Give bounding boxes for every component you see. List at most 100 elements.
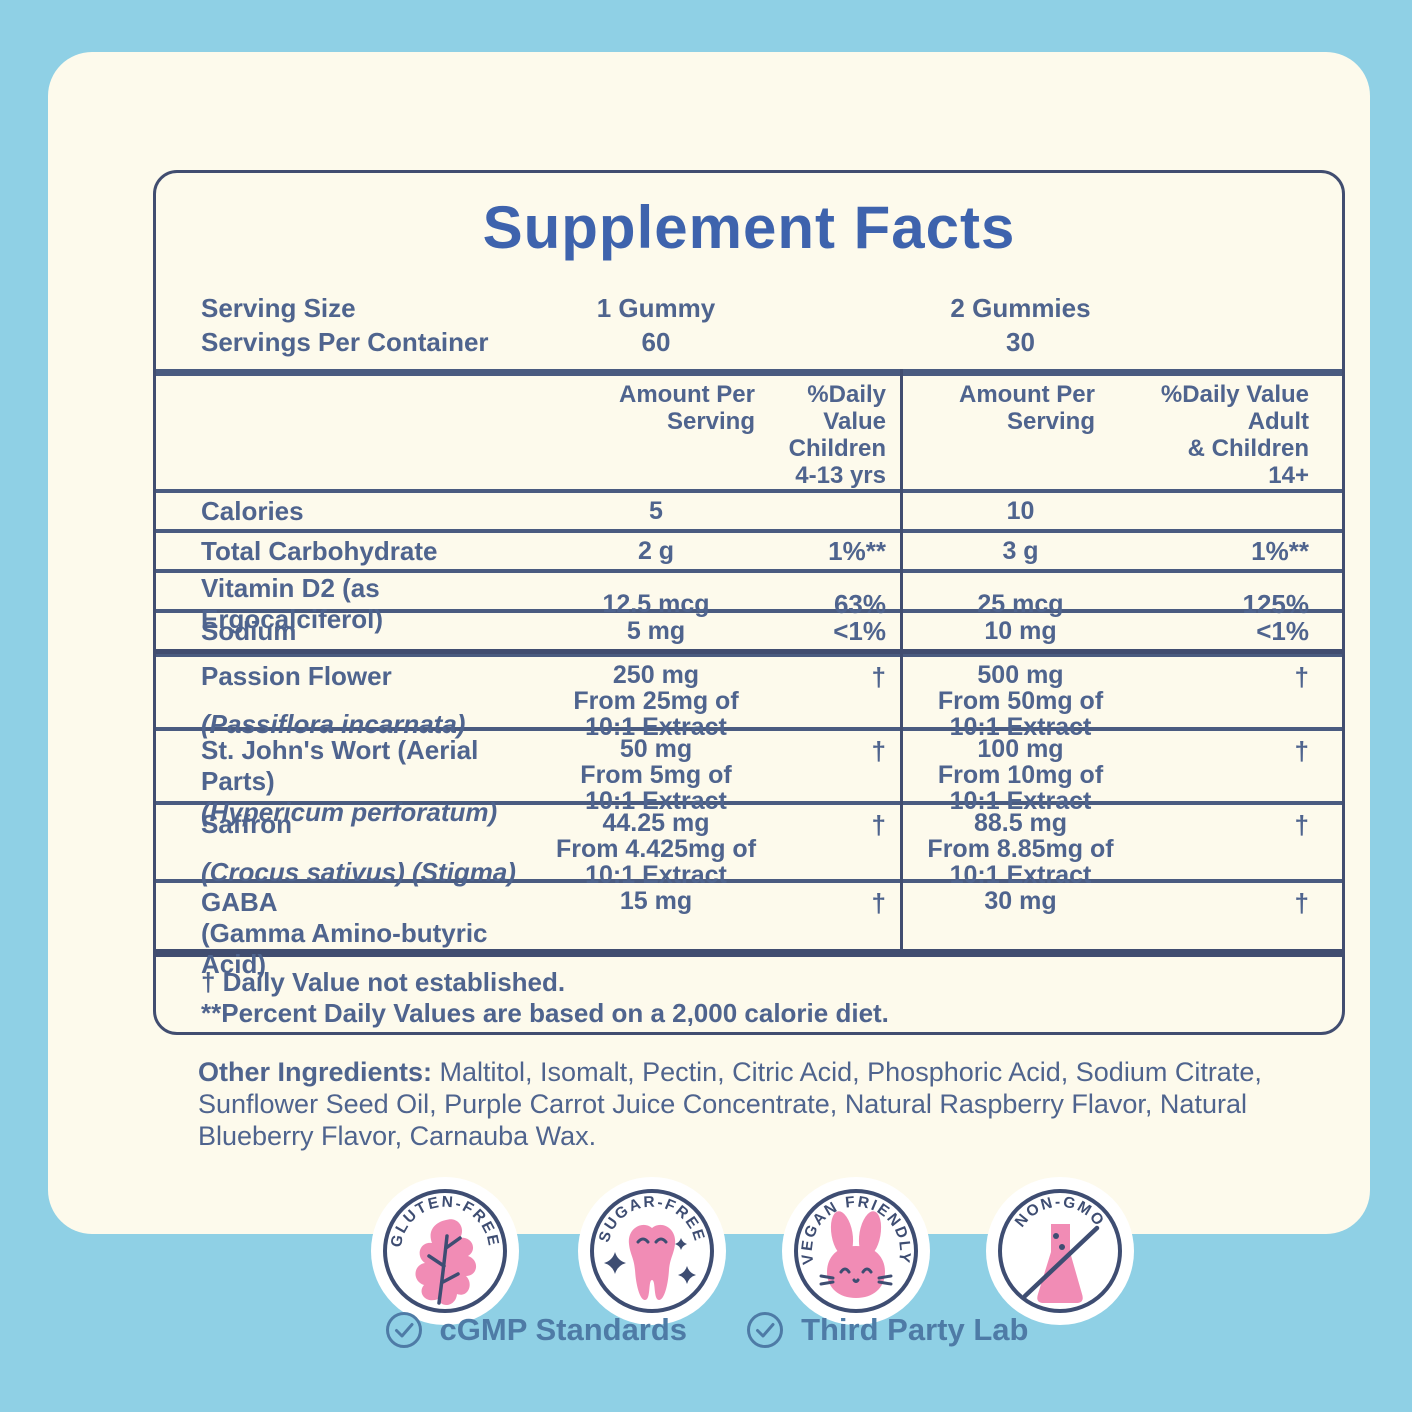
amount-serving-1: 50 mg From 5mg of 10:1 Extract [580,735,732,815]
table-header-row: Amount Per Serving %Daily Value Children… [156,376,1342,489]
divider [156,369,1342,376]
footnote-percent-dv: **Percent Daily Values are based on a 2,… [201,998,889,1028]
amount-serving-2: 30 mg [984,887,1057,915]
badge-row: GLUTEN-FREE SUGAR-FREE [48,1176,1412,1326]
cert-cgmp: cGMP Standards [384,1310,688,1350]
daily-value-2: 125% [1242,588,1310,619]
leaf-icon [415,1219,477,1306]
daily-value-2: † [1294,736,1309,766]
nutrient-name: Calories [201,495,304,526]
amount-serving-2: 100 mg From 10mg of 10:1 Extract [937,735,1104,815]
header-amount-2: Amount Per Serving [958,381,1095,435]
amount-serving-2: 25 mcg [977,590,1064,618]
badge-non-gmo: NON-GMO [986,1177,1134,1325]
other-ingredients-text: Maltitol, Isomalt, Pectin, Citric Acid, … [198,1057,1262,1151]
amount-serving-2: 3 g [1002,537,1039,565]
serving-size-value-2: 2 Gummies [950,293,1091,323]
footnotes: † Daily Value not established. **Percent… [156,967,1342,1029]
servings-count-2: 30 [1006,327,1035,357]
servings-per-container-row: Servings Per Container 60 30 [156,325,1342,359]
nutrient-latin: (Passiflora incarnata) [201,709,466,739]
header-daily-value-2: %Daily Value Adult & Children 14+ [1160,381,1309,489]
table-row: St. John's Wort (Aerial Parts) (Hypericu… [156,731,1342,827]
bunny-icon [819,1211,893,1298]
daily-value-2: 1%** [1251,535,1309,566]
amount-serving-1: 5 [649,497,663,525]
daily-value-1: † [871,888,886,918]
badge-gluten-free: GLUTEN-FREE [371,1177,519,1325]
nutrient-name: GABA [201,887,278,917]
divider [156,529,1342,533]
divider [156,569,1342,573]
nutrient-name: Vitamin D2 (as Ergocalciferol) [201,573,384,634]
nutrient-name: Saffron [201,809,292,839]
amount-serving-1: 15 mg [619,887,693,915]
check-icon [385,1312,422,1348]
label-card: Supplement Facts Serving Size 1 Gummy 2 … [48,52,1370,1325]
nutrient-name: St. John's Wort (Aerial Parts) [201,735,479,796]
header-spacer [201,381,531,489]
amount-serving-1: 12.5 mcg [602,590,710,618]
cert-label: Third Party Lab [801,1312,1029,1347]
amount-serving-1: 2 g [637,537,675,565]
daily-value-1: † [871,662,886,692]
daily-value-2: † [1294,810,1309,840]
serving-info: Serving Size 1 Gummy 2 Gummies Servings … [156,291,1342,359]
nutrient-name: Sodium [201,615,297,646]
supplement-facts-panel: Supplement Facts Serving Size 1 Gummy 2 … [153,170,1345,1035]
servings-count-1: 60 [641,327,671,357]
table-row: Passion Flower (Passiflora incarnata) 25… [156,657,1342,740]
header-amount-1: Amount Per Serving [618,381,755,435]
badge-vegan-friendly: VEGAN FRIENDLY [782,1177,930,1325]
cert-third-party: Third Party Lab [745,1310,1028,1350]
daily-value-1: 1%** [828,535,886,566]
cert-label: cGMP Standards [439,1312,688,1347]
check-icon [747,1312,784,1348]
amount-serving-1: 250 mg From 25mg of 10:1 Extract [573,661,739,741]
daily-value-1: † [871,736,886,766]
serving-size-label: Serving Size [201,293,356,323]
divider [156,609,1342,613]
divider [156,879,1342,883]
table-row: Sodium 5 mg <1% 10 mg <1% [156,613,1342,649]
badge-sugar-free: SUGAR-FREE [578,1177,726,1325]
amount-serving-2: 10 [1006,497,1035,525]
other-ingredients: Other Ingredients: Maltitol, Isomalt, Pe… [198,1056,1328,1152]
other-ingredients-label: Other Ingredients: [198,1057,433,1087]
nutrient-latin: (Gamma Amino-butyric Acid) [201,918,488,979]
servings-per-container-label: Servings Per Container [201,327,489,357]
table-row: Vitamin D2 (as Ergocalciferol) 12.5 mcg … [156,573,1342,634]
amount-serving-2: 10 mg [984,617,1057,645]
amount-serving-1: 44.25 mg From 4.425mg of 10:1 Extract [555,809,757,889]
flask-icon [1022,1224,1100,1303]
nutrient-name: Total Carbohydrate [201,535,438,566]
amount-serving-1: 5 mg [626,617,686,645]
daily-value-1: <1% [833,615,886,646]
nutrient-latin: (Hypericum perforatum) [201,797,498,827]
daily-value-2: † [1294,662,1309,692]
serving-size-value-1: 1 Gummy [596,293,716,323]
daily-value-1: 63% [833,588,886,619]
table-row: GABA (Gamma Amino-butyric Acid) 15 mg † … [156,883,1342,979]
divider [156,727,1342,731]
divider [156,801,1342,805]
daily-value-2: <1% [1256,615,1309,646]
amount-serving-2: 500 mg From 50mg of 10:1 Extract [937,661,1104,741]
certifications-row: cGMP Standards Third Party Lab [0,1310,1412,1350]
header-daily-value-1: %Daily Value Children 4-13 yrs [788,381,886,489]
table-row: Calories 5 10 [156,493,1342,529]
nutrition-table: Amount Per Serving %Daily Value Children… [156,369,1342,979]
daily-value-2: † [1294,888,1309,918]
amount-serving-2: 88.5 mg From 8.85mg of 10:1 Extract [927,809,1114,889]
column-divider [900,369,903,957]
page-title: Supplement Facts [482,194,1016,261]
tooth-icon [604,1224,696,1300]
nutrient-latin: (Crocus sativus) (Stigma) [201,857,516,887]
divider [156,949,1342,957]
divider [156,649,1342,657]
divider [156,489,1342,493]
serving-size-row: Serving Size 1 Gummy 2 Gummies [156,291,1342,325]
nutrient-name: Passion Flower [201,661,392,691]
footnote-daily-value: † Daily Value not established. [201,967,566,997]
